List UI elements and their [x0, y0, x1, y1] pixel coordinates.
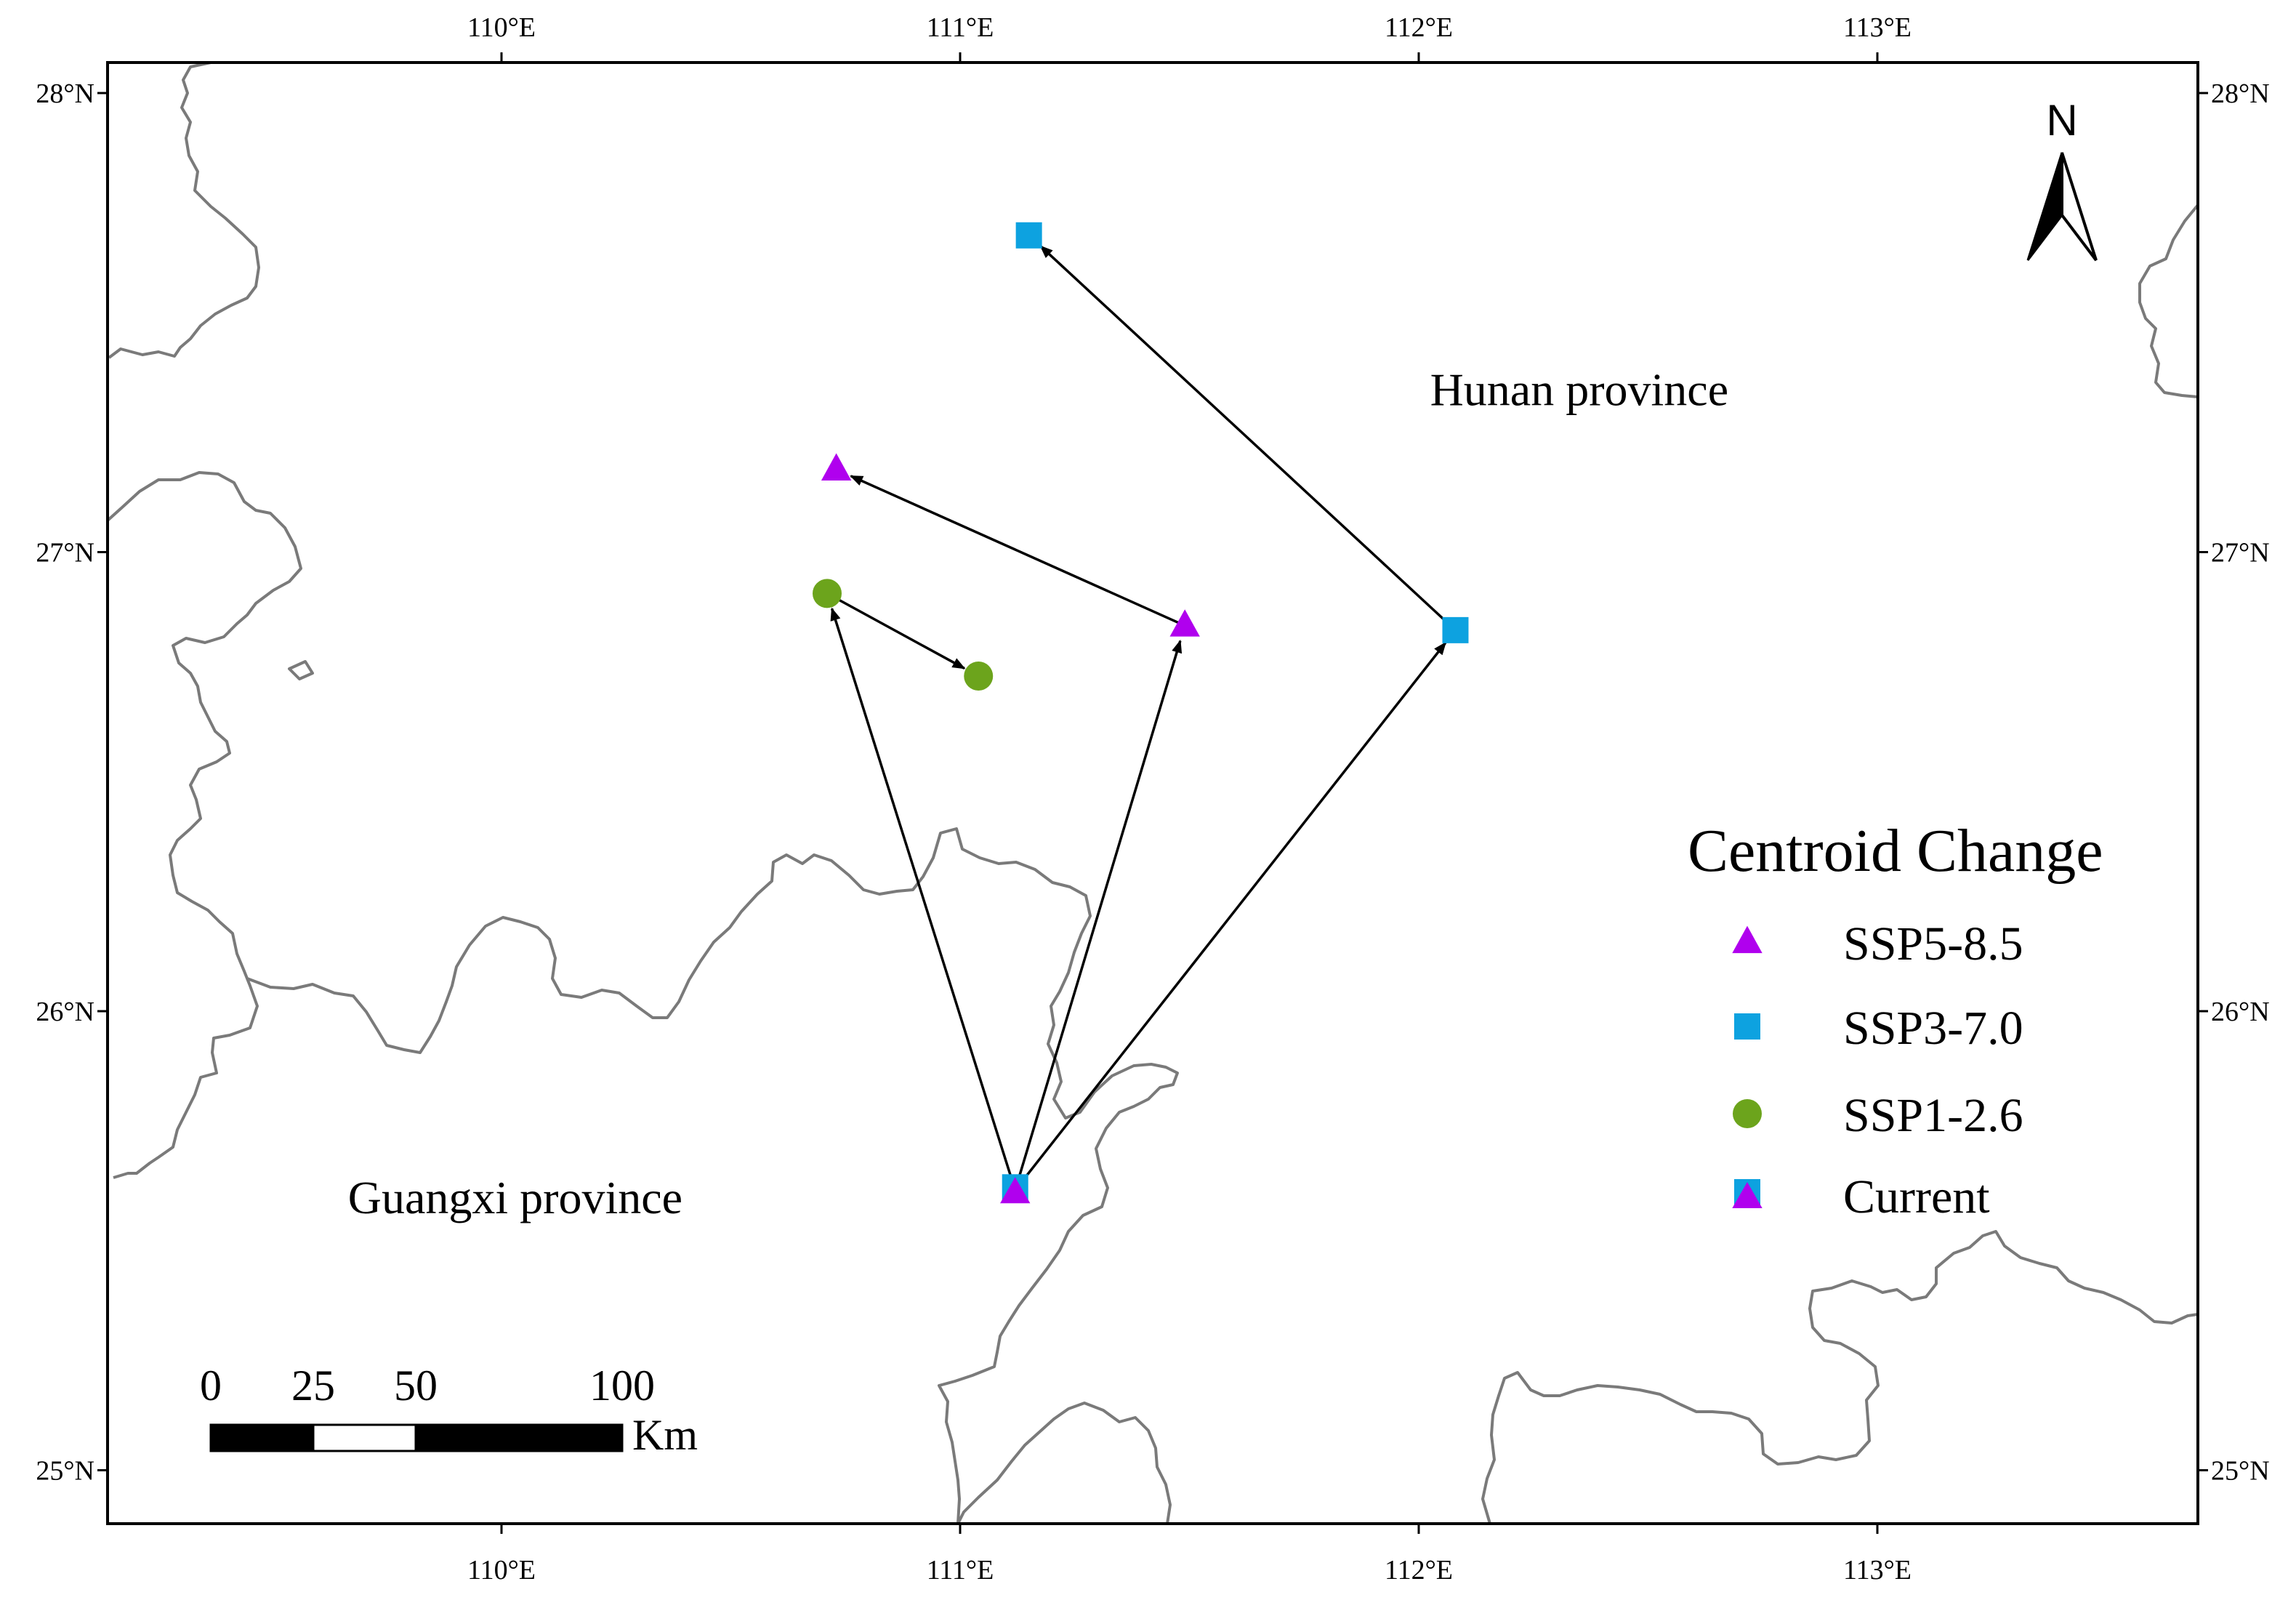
- lon-label-bottom: 111°E: [927, 1555, 994, 1585]
- legend-symbol-ssp5-8-5: [1732, 925, 1763, 954]
- lat-label-right: 27°N: [2211, 538, 2270, 568]
- centroid-current-triangle: [1000, 1177, 1031, 1204]
- lat-label-left: 28°N: [36, 79, 94, 109]
- scale-label-50: 50: [394, 1362, 438, 1410]
- centroid-shift-arrows: [826, 245, 1457, 1191]
- lat-label-right: 26°N: [2211, 997, 2270, 1027]
- scale-segment-2: [312, 1423, 417, 1452]
- map-frame: [106, 61, 2199, 1525]
- legend-label: Current: [1843, 1170, 1990, 1223]
- lat-label-left: 25°N: [36, 1456, 94, 1487]
- legend-symbol-current: [1732, 1179, 1763, 1208]
- shift-arrow: [1014, 641, 1447, 1191]
- lat-label-right: 25°N: [2211, 1456, 2270, 1487]
- scale-bar: 0 25 50 100 Km: [200, 1362, 698, 1459]
- centroid-current: [1000, 1174, 1031, 1204]
- scale-label-100: 100: [589, 1362, 655, 1410]
- shift-arrow: [1039, 245, 1457, 632]
- legend-symbol-ssp1-2-6: [1733, 1099, 1762, 1128]
- centroid-ssp1-2-6: [964, 662, 994, 691]
- lon-label-top: 110°E: [467, 12, 536, 43]
- scale-segment-1: [209, 1423, 315, 1452]
- border-hunan-guangxi: [246, 827, 1179, 1524]
- lon-label-top: 111°E: [927, 12, 994, 43]
- centroid-ssp5-8-5: [1169, 609, 1200, 637]
- border-mid-left: [108, 471, 302, 1179]
- legend-label: SSP3-7.0: [1843, 1002, 2023, 1055]
- centroid-ssp5-8-5: [821, 453, 852, 481]
- lon-label-bottom: 110°E: [467, 1555, 536, 1585]
- lat-label-left: 27°N: [36, 538, 94, 568]
- border-islet: [288, 660, 314, 680]
- scale-unit: Km: [632, 1411, 698, 1459]
- shift-arrow: [1014, 639, 1183, 1191]
- lon-label-bottom: 112°E: [1385, 1555, 1453, 1585]
- legend-symbol-current-triangle: [1732, 1182, 1763, 1208]
- lon-label-top: 112°E: [1385, 12, 1453, 43]
- centroid-ssp3-7-0: [1015, 222, 1042, 249]
- shift-arrow: [850, 475, 1185, 627]
- border-lower-middle: [956, 1402, 1172, 1524]
- border-lower-right: [1481, 1230, 2198, 1524]
- legend-items: SSP5-8.5 SSP3-7.0 SSP1-2.6 Current: [1732, 917, 2023, 1223]
- scale-label-25: 25: [291, 1362, 335, 1410]
- region-labels: Hunan province Guangxi province: [348, 363, 1728, 1223]
- border-upper-left: [108, 63, 260, 359]
- scale-segment-3: [414, 1423, 624, 1452]
- region-label: Hunan province: [1430, 363, 1729, 415]
- lat-label-right: 28°N: [2211, 79, 2270, 109]
- lon-label-top: 113°E: [1843, 12, 1912, 43]
- north-arrow-right-half: [2061, 152, 2098, 262]
- lon-label-bottom: 113°E: [1843, 1555, 1912, 1585]
- centroid-ssp1-2-6: [813, 579, 842, 608]
- lat-label-left: 26°N: [36, 997, 94, 1027]
- scale-label-0: 0: [200, 1362, 222, 1410]
- graticule-axes: 110°E 110°E 111°E 111°E 112°E 112°E 113°E 113°E…: [36, 12, 2269, 1585]
- legend: Centroid Change SSP5-8.5 SSP3-7.0 SSP1-2.6…: [1688, 817, 2103, 1223]
- north-arrow-label: N: [2046, 96, 2077, 145]
- legend-label: SSP5-8.5: [1843, 917, 2023, 970]
- north-arrow: N: [2026, 96, 2098, 262]
- centroid-ssp3-7-0: [1442, 616, 1469, 643]
- border-upper-right: [2138, 204, 2198, 398]
- province-borders: [108, 63, 2198, 1524]
- legend-symbol-ssp3-7-0: [1734, 1013, 1760, 1040]
- shift-arrow: [830, 607, 1017, 1191]
- centroid-markers: [813, 222, 1469, 1204]
- legend-title: Centroid Change: [1688, 817, 2103, 885]
- legend-label: SSP1-2.6: [1843, 1089, 2023, 1142]
- shift-arrow: [826, 592, 966, 670]
- north-arrow-left-half: [2026, 152, 2063, 261]
- region-label: Guangxi province: [348, 1172, 682, 1223]
